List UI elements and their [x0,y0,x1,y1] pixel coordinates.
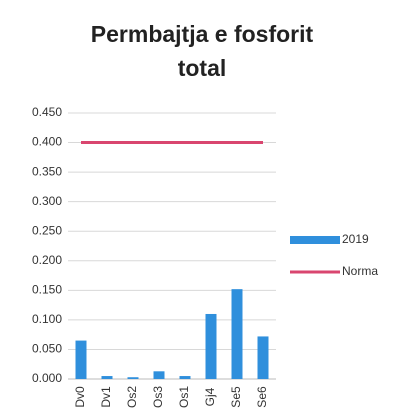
x-tick-label: Dv0 [73,386,87,408]
y-tick-label: 0.200 [32,253,62,267]
y-tick-label: 0.350 [32,164,62,178]
y-tick-label: 0.450 [32,105,62,119]
bar [101,376,113,379]
y-tick-label: 0.400 [32,135,62,149]
bar [205,313,217,379]
y-tick-label: 0.100 [32,312,62,326]
y-tick-label: 0.050 [32,342,62,356]
x-tick-label: Se6 [255,386,269,408]
y-tick-label: 0.000 [32,371,62,385]
x-tick-label: Os2 [125,386,139,408]
legend-swatch [290,236,340,244]
x-tick-label: Os1 [177,386,191,408]
legend-label: 2019 [342,232,369,246]
x-tick-label: Se5 [229,386,243,408]
bar [75,340,87,379]
legend-label: Norma [342,264,378,278]
bar [127,377,139,379]
bar [153,371,165,379]
bar [231,289,243,379]
chart-title: Permbajtja e fosforit [91,21,314,47]
bar [179,376,191,379]
x-tick-label: Dv1 [99,386,113,408]
y-tick-label: 0.300 [32,194,62,208]
y-tick-label: 0.150 [32,283,62,297]
x-tick-label: Gj4 [203,387,217,406]
bar [257,336,269,379]
x-tick-label: Os3 [151,386,165,408]
y-tick-label: 0.250 [32,223,62,237]
chart-title: total [178,55,227,81]
